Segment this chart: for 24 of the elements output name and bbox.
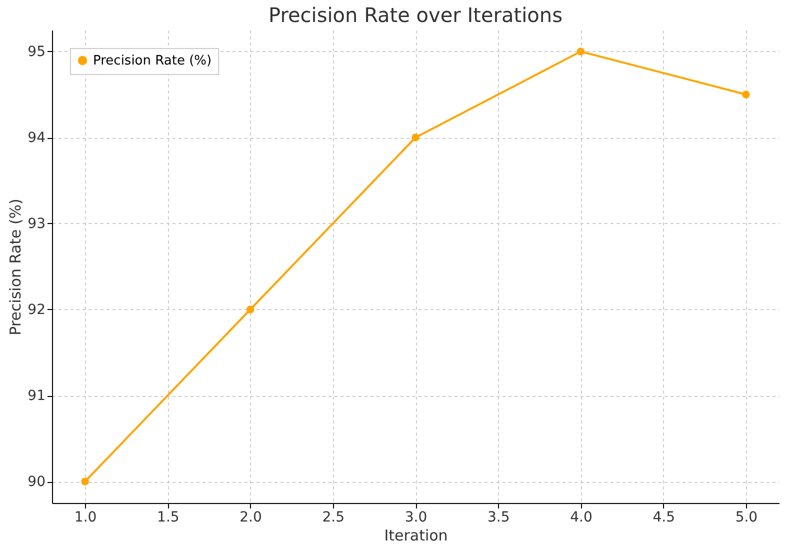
y-tick-label: 95 xyxy=(28,44,46,60)
x-tick-label: 3.0 xyxy=(404,510,428,526)
y-tick-label: 92 xyxy=(28,302,46,318)
x-tick-label: 4.5 xyxy=(652,510,675,526)
point xyxy=(81,478,89,486)
chart-title: Precision Rate over Iterations xyxy=(268,3,563,27)
point xyxy=(412,134,420,142)
point xyxy=(742,90,750,98)
x-axis-title: Iteration xyxy=(384,526,448,544)
point xyxy=(576,48,585,56)
x-tick-label: 2.5 xyxy=(322,510,345,526)
x-tick-label: 1.5 xyxy=(157,510,180,526)
point xyxy=(246,306,254,314)
x-tick-label: 3.5 xyxy=(487,510,510,526)
y-tick-label: 91 xyxy=(28,388,46,404)
y-axis-title: Precision Rate (%) xyxy=(6,198,25,336)
legend-label: Precision Rate (%) xyxy=(93,54,212,68)
x-tick-label: 2.0 xyxy=(240,510,262,526)
x-tick-label: 1.0 xyxy=(74,510,97,526)
y-tick-label: 93 xyxy=(28,216,46,232)
y-tick-label: 94 xyxy=(28,130,46,146)
x-tick-label: 4.0 xyxy=(570,510,592,526)
y-tick-label: 90 xyxy=(28,474,46,490)
x-tick-label: 5.0 xyxy=(735,510,758,526)
